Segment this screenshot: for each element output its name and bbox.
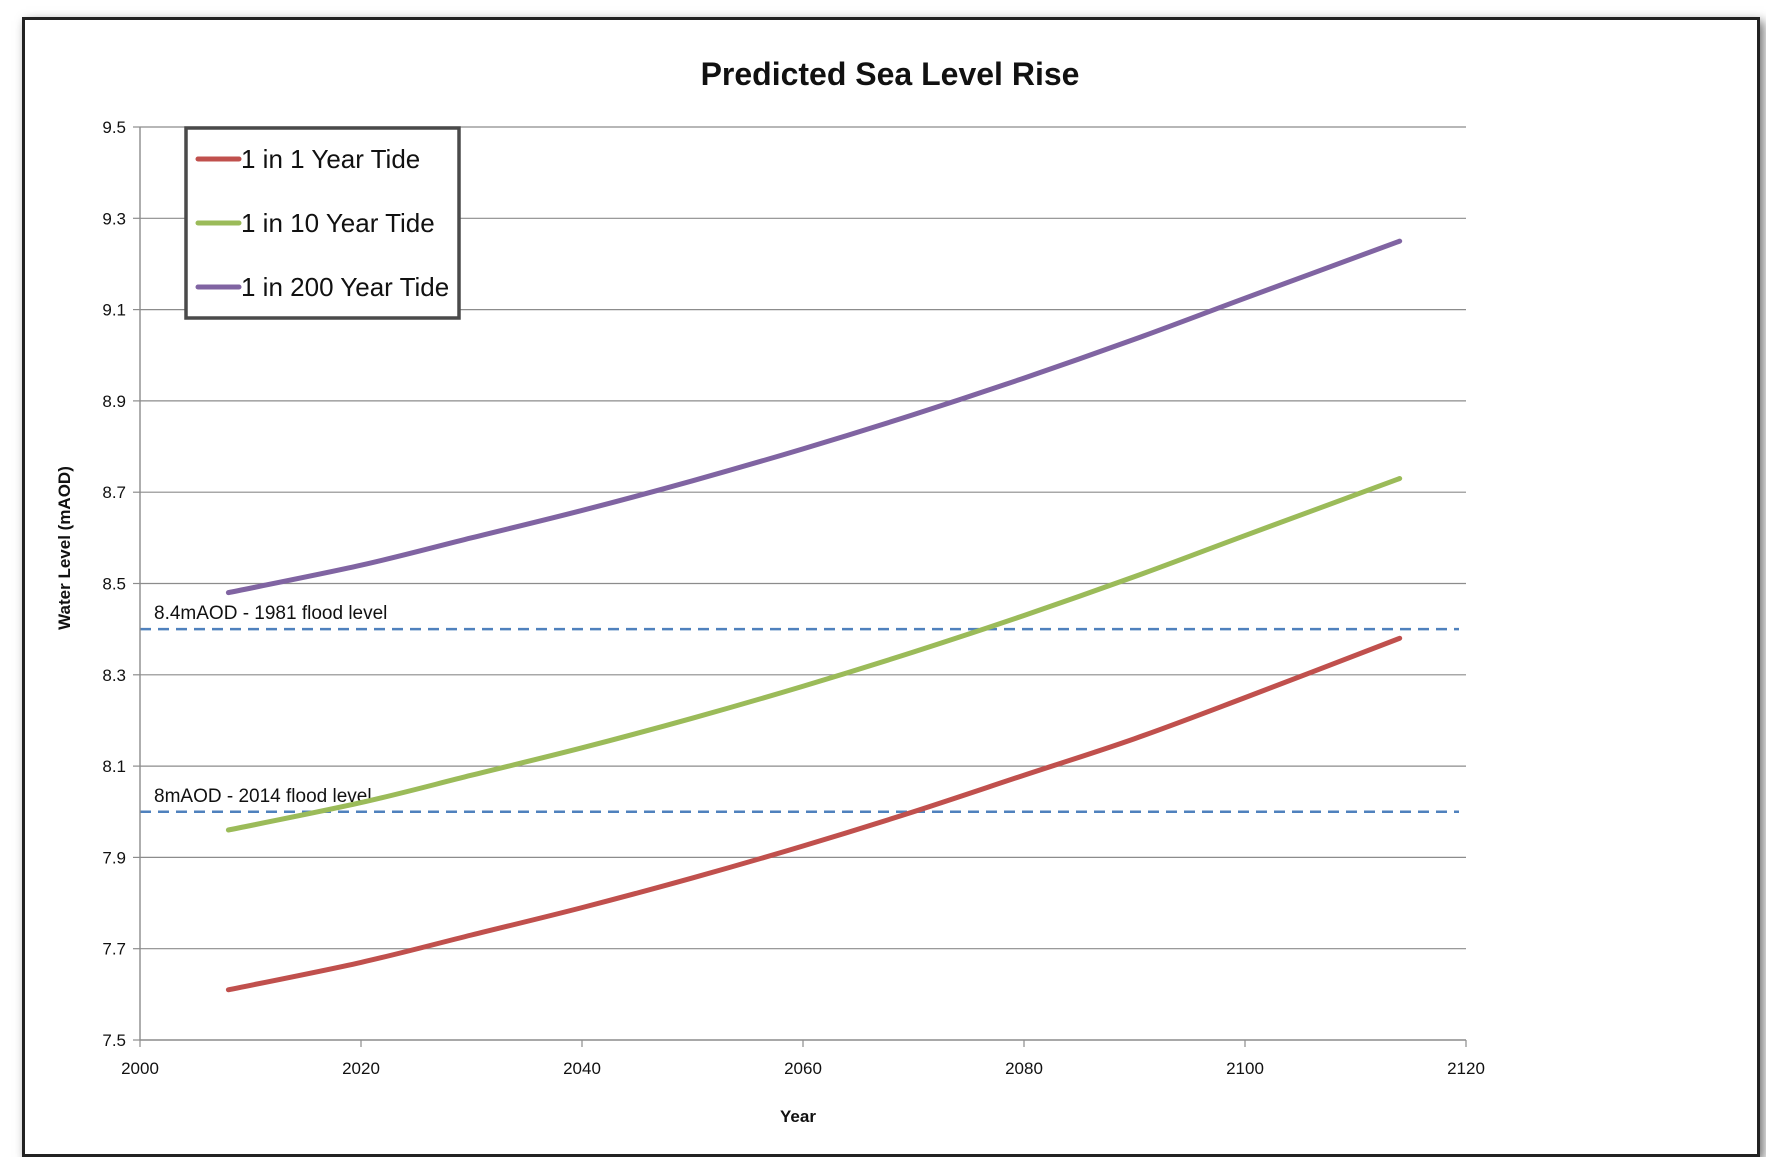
y-tick-label: 9.3: [102, 209, 126, 228]
series-line: [225, 476, 1403, 833]
y-tick-label: 7.5: [102, 1031, 126, 1050]
series-lines: [225, 238, 1403, 993]
axes: [133, 126, 1467, 1047]
x-tick-label: 2000: [121, 1059, 159, 1078]
x-tick-label: 2020: [342, 1059, 380, 1078]
y-tick-label: 7.9: [102, 848, 126, 867]
y-tick-label: 8.1: [102, 757, 126, 776]
x-axis-label: Year: [780, 1107, 816, 1126]
legend-label: 1 in 200 Year Tide: [241, 272, 449, 302]
y-tick-label: 9.5: [102, 118, 126, 137]
flood-level-label: 8.4mAOD - 1981 flood level: [154, 603, 387, 624]
y-tick-label: 8.3: [102, 666, 126, 685]
reference-lines: 8.4mAOD - 1981 flood level 8mAOD - 2014 f…: [140, 603, 1459, 813]
grid-lines: [140, 126, 1466, 950]
legend-label: 1 in 10 Year Tide: [241, 208, 435, 238]
x-tick-label: 2040: [563, 1059, 601, 1078]
x-tick-label: 2100: [1226, 1059, 1264, 1078]
y-tick-label: 8.9: [102, 392, 126, 411]
x-tick-label: 2080: [1005, 1059, 1043, 1078]
tick-labels: 7.5 7.7 7.9 8.1 8.3 8.5 8.7 8.9 9.1 9.3 9.5 2000 202…: [102, 118, 1485, 1078]
legend-label: 1 in 1 Year Tide: [241, 144, 420, 174]
series-line: [225, 238, 1403, 596]
legend: 1 in 1 Year Tide 1 in 10 Year Tide 1 in 20…: [184, 126, 461, 320]
chart-frame: Predicted Sea Level Rise 8.4mAOD - 1981 …: [22, 17, 1760, 1157]
sea-level-chart: Predicted Sea Level Rise 8.4mAOD - 1981 …: [55, 56, 1485, 1126]
chart-title: Predicted Sea Level Rise: [701, 56, 1080, 92]
y-tick-label: 8.7: [102, 483, 126, 502]
x-tick-label: 2120: [1447, 1059, 1485, 1078]
x-tick-label: 2060: [784, 1059, 822, 1078]
flood-level-label: 8mAOD - 2014 flood level: [154, 786, 372, 807]
series-line: [225, 635, 1403, 993]
y-axis-label: Water Level (mAOD): [55, 466, 74, 630]
y-tick-label: 7.7: [102, 940, 126, 959]
y-tick-label: 9.1: [102, 301, 126, 320]
y-tick-label: 8.5: [102, 575, 126, 594]
